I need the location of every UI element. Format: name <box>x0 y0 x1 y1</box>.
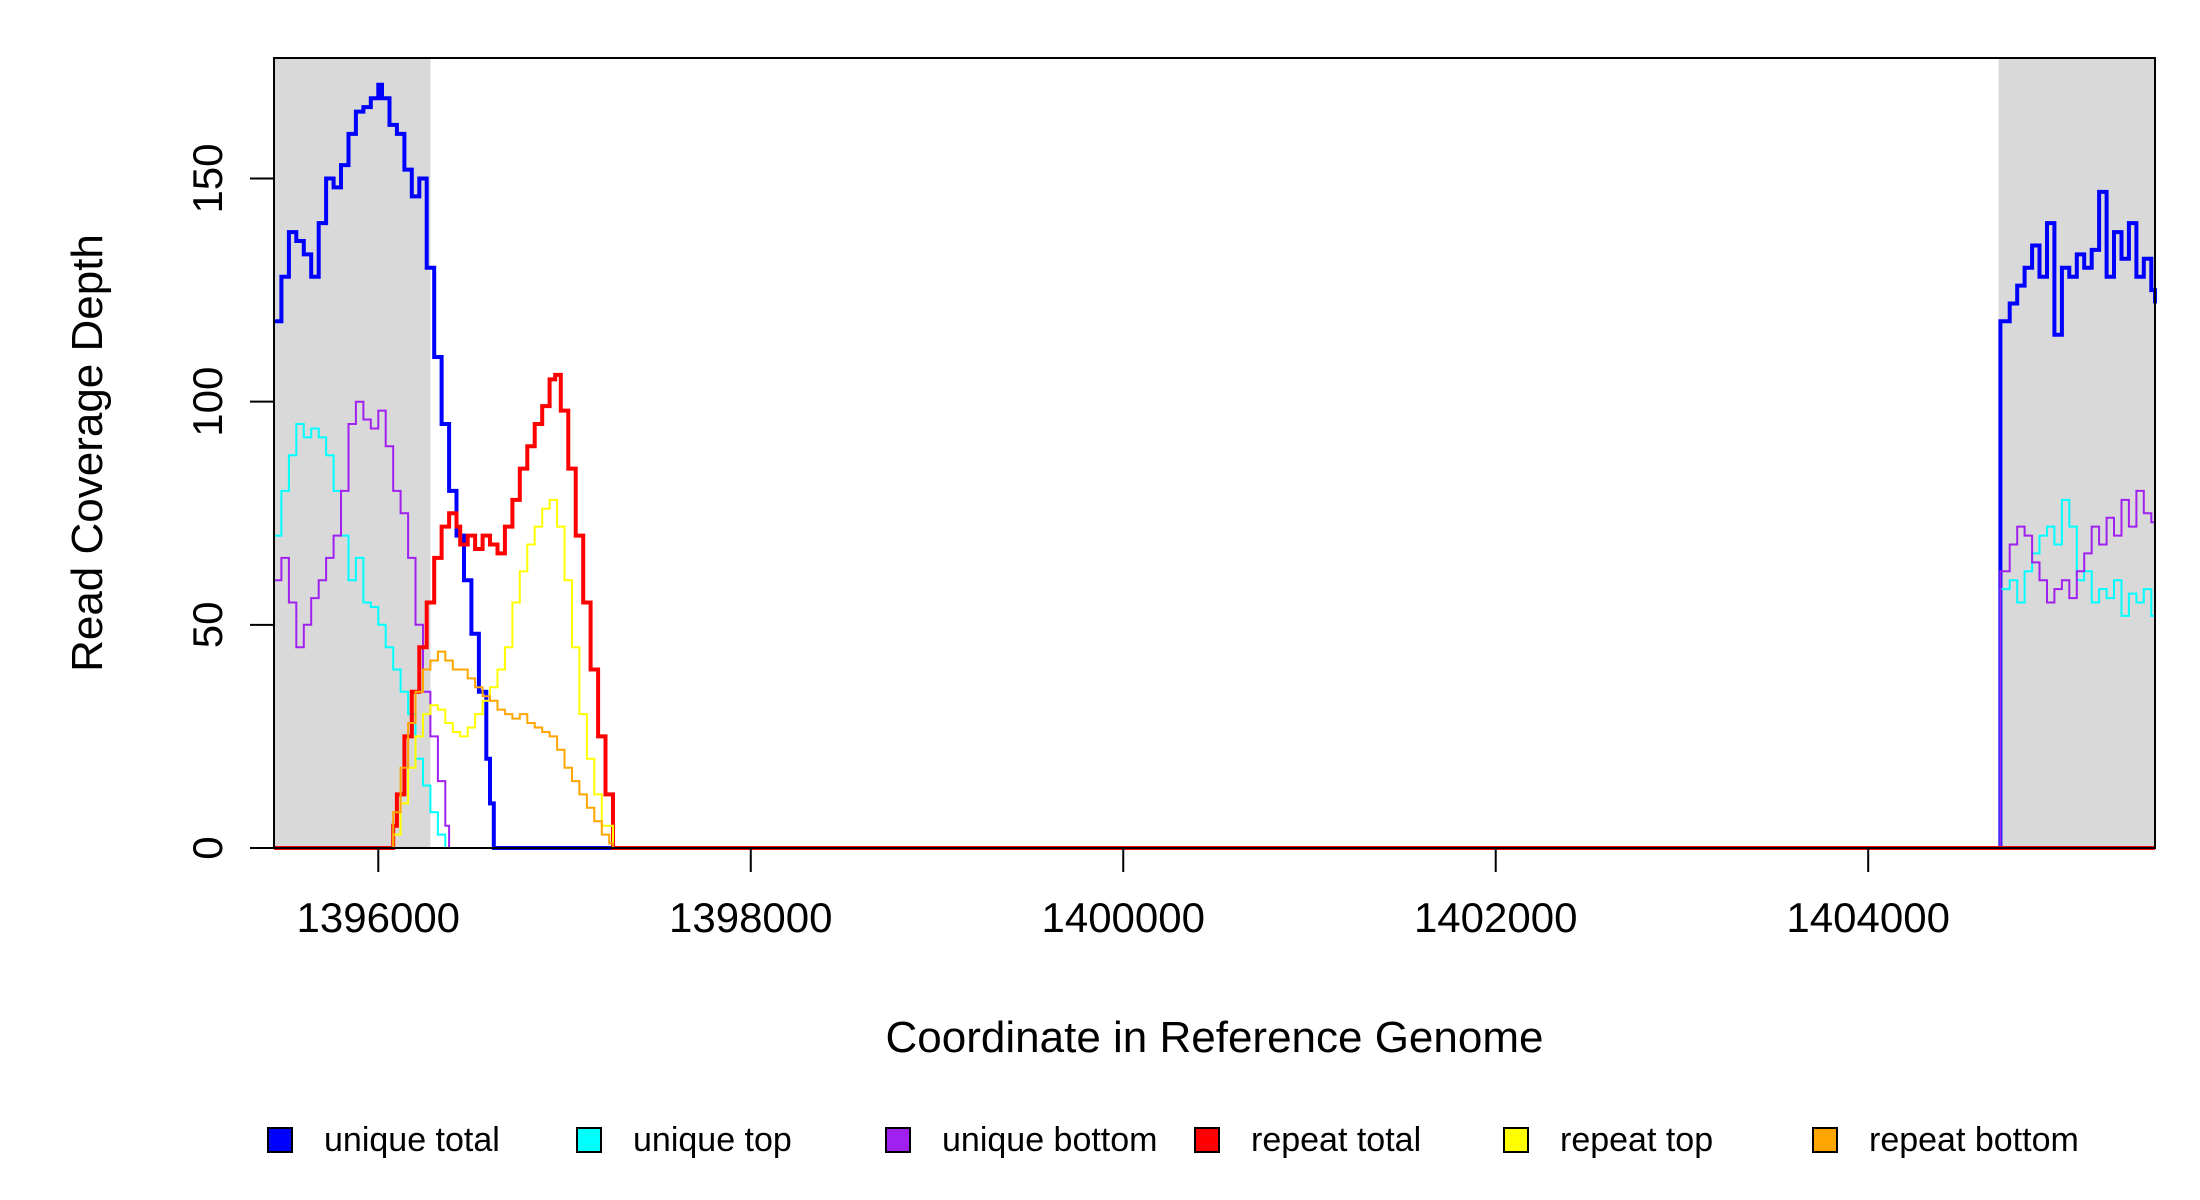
legend-label-unique-total: unique total <box>324 1121 500 1159</box>
series-line-unique-top <box>274 423 2156 849</box>
y-tick-label: 50 <box>184 601 231 648</box>
legend-label-repeat-bottom: repeat bottom <box>1869 1121 2079 1159</box>
y-tick-label: 0 <box>184 836 231 859</box>
shaded-region-2 <box>1998 58 2155 848</box>
series-line-unique-bottom <box>274 400 2156 849</box>
legend-swatch-repeat-top <box>1503 1127 1529 1153</box>
legend-label-unique-bottom: unique bottom <box>942 1121 1158 1159</box>
plot-frame <box>273 57 2156 849</box>
shaded-regions <box>274 58 2155 848</box>
x-tick-label: 1398000 <box>669 894 833 941</box>
series-lines <box>274 82 2157 850</box>
y-axis: 0 50 100 150 <box>184 143 274 860</box>
y-tick-label: 100 <box>184 367 231 437</box>
y-axis-title: Read Coverage Depth <box>63 234 112 672</box>
legend: unique total unique top unique bottom repea… <box>267 1121 2079 1159</box>
legend-label-unique-top: unique top <box>633 1121 792 1159</box>
x-axis: 1396000 1398000 1400000 1402000 1404000 <box>297 848 1950 941</box>
series-line-unique-total <box>274 82 2157 850</box>
legend-swatch-repeat-bottom <box>1812 1127 1838 1153</box>
legend-swatch-unique-top <box>576 1127 602 1153</box>
y-tick-label: 150 <box>184 143 231 213</box>
legend-label-repeat-top: repeat top <box>1560 1121 1713 1159</box>
x-tick-label: 1400000 <box>1041 894 1205 941</box>
legend-label-repeat-total: repeat total <box>1251 1121 1421 1159</box>
legend-swatch-unique-bottom <box>885 1127 911 1153</box>
legend-swatch-unique-total <box>267 1127 293 1153</box>
x-tick-label: 1396000 <box>297 894 461 941</box>
legend-swatch-repeat-total <box>1194 1127 1220 1153</box>
series-line-repeat-bottom <box>274 650 2155 849</box>
x-tick-label: 1402000 <box>1414 894 1578 941</box>
x-tick-label: 1404000 <box>1786 894 1950 941</box>
series-line-repeat-top <box>274 498 2155 849</box>
series-line-repeat-total <box>274 372 2155 850</box>
x-axis-title: Coordinate in Reference Genome <box>886 1013 1544 1062</box>
shaded-region-1 <box>274 58 431 848</box>
